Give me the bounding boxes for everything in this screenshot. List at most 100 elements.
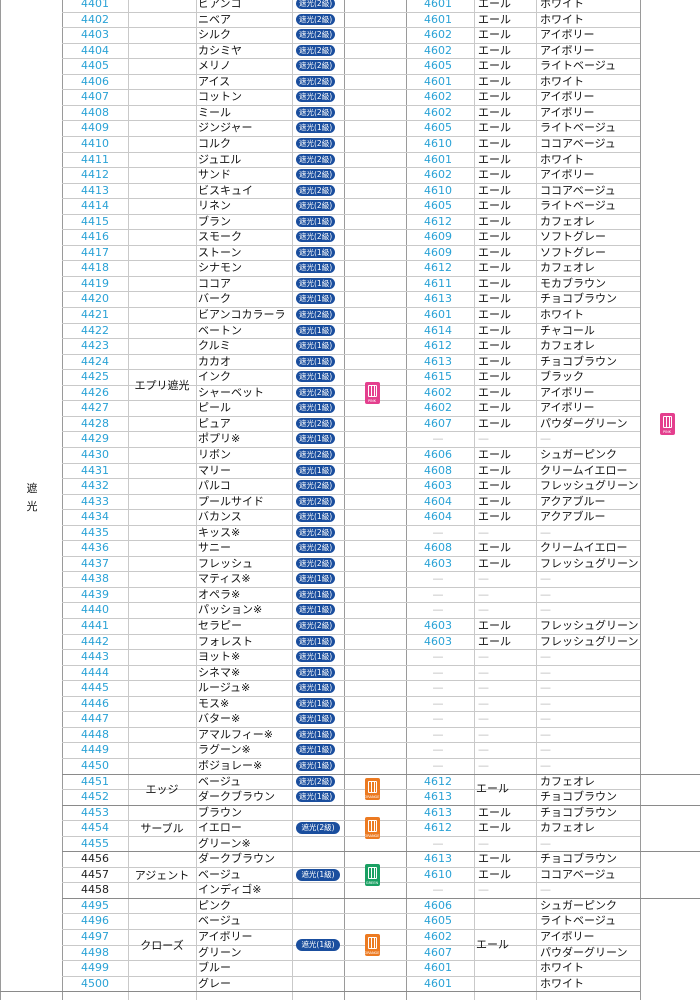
product-name: コットン xyxy=(198,90,242,104)
grade-badge: 遮光(2級) xyxy=(296,137,336,149)
lace-maker: エール xyxy=(478,136,511,150)
row-separator xyxy=(62,851,700,853)
table-row: 4500 グレー 4601 ホワイト xyxy=(0,976,700,992)
row-separator xyxy=(62,446,640,448)
item-number: 4446 xyxy=(81,696,109,710)
lace-maker: エール xyxy=(478,12,511,26)
item-number: 4429 xyxy=(81,432,109,446)
lace-maker: — xyxy=(478,587,489,601)
item-number: 4448 xyxy=(81,727,109,741)
tassel-icon-label: ORANGE xyxy=(364,950,380,955)
lace-code: 4602 xyxy=(424,43,452,57)
product-name: イエロー xyxy=(198,821,242,835)
lace-code: 4605 xyxy=(424,59,452,73)
product-name: ダークブラウン xyxy=(198,852,275,866)
row-separator xyxy=(62,820,640,822)
lace-code: 4612 xyxy=(424,261,452,275)
lace-maker: エール xyxy=(478,494,511,508)
row-separator xyxy=(62,944,640,946)
grade-badge: 遮光(1級) xyxy=(296,262,336,274)
lace-color: カフェオレ xyxy=(540,339,595,353)
product-name: キッス※ xyxy=(198,525,241,539)
item-number: 4404 xyxy=(81,43,109,57)
item-number: 4426 xyxy=(81,385,109,399)
product-name: ベージュ xyxy=(198,774,242,788)
lace-maker: エール xyxy=(478,230,511,244)
tassel-icon-shape xyxy=(367,781,377,794)
grade-badge: 遮光(1級) xyxy=(296,355,336,367)
product-name: マティス※ xyxy=(198,572,251,586)
item-number: 4424 xyxy=(81,354,109,368)
row-separator xyxy=(62,167,640,169)
product-name: ブルー xyxy=(198,961,231,975)
row-separator xyxy=(62,960,640,962)
item-number: 4408 xyxy=(81,105,109,119)
item-number: 4406 xyxy=(81,74,109,88)
category-label: 遮 光 xyxy=(26,482,38,513)
item-number: 4414 xyxy=(81,199,109,213)
table-row: 4453 ブラウン 4613 エール チョコブラウン xyxy=(0,805,700,821)
row-separator xyxy=(62,369,640,371)
table-row: 4411 ジュエル 遮光(2級) 4601 エール ホワイト xyxy=(0,152,700,168)
item-number: 4428 xyxy=(81,416,109,430)
lace-color: アイボリー xyxy=(540,28,595,42)
row-separator xyxy=(62,120,640,122)
table-row: 4405 メリノ 遮光(2級) 4605 エール ライトベージュ xyxy=(0,58,700,74)
table-row: 4496 ベージュ 4605 ライトベージュ xyxy=(0,913,700,929)
product-name: シナモン xyxy=(198,261,242,275)
lace-maker: エール xyxy=(478,354,511,368)
item-number: 4455 xyxy=(81,836,109,850)
grade-badge: 遮光(2級) xyxy=(296,620,336,631)
lace-code: 4604 xyxy=(424,510,452,524)
lace-code: — xyxy=(432,681,444,695)
lace-color: ライトベージュ xyxy=(540,199,617,213)
lace-code: 4602 xyxy=(424,105,452,119)
table-row: 4437 フレッシュ 遮光(2級) 4603 エール フレッシュグリーン xyxy=(0,556,700,572)
table-row: 4444 シネマ※ 遮光(1級) — — — xyxy=(0,665,700,681)
item-number: 4411 xyxy=(81,152,109,166)
item-number: 4403 xyxy=(81,28,109,42)
lace-color: — xyxy=(540,650,551,664)
row-separator xyxy=(62,897,700,899)
lace-color: ホワイト xyxy=(540,74,584,88)
row-separator xyxy=(62,182,640,184)
lace-code: 4601 xyxy=(424,961,452,975)
lace-code: 4612 xyxy=(424,339,452,353)
lace-code: — xyxy=(432,712,444,726)
lace-code: 4602 xyxy=(424,401,452,415)
row-separator xyxy=(62,649,640,651)
lace-maker: エール xyxy=(478,479,511,493)
product-name: フレッシュ xyxy=(198,556,253,570)
table-row: 4404 カシミヤ 遮光(2級) 4602 エール アイボリー xyxy=(0,43,700,59)
row-separator xyxy=(62,586,640,588)
table-row: 4497 アイボリー 4602 アイボリー xyxy=(0,929,700,945)
row-separator xyxy=(62,664,640,666)
item-number: 4430 xyxy=(81,447,109,461)
grade-badge: 遮光(2級) xyxy=(296,386,336,398)
grade-badge: 遮光(1級) xyxy=(296,744,336,756)
product-name: グレー xyxy=(198,976,231,990)
lace-code: — xyxy=(432,743,444,757)
lace-code: 4608 xyxy=(424,541,452,555)
grade-badge: 遮光(1級) xyxy=(296,324,336,336)
lace-maker: — xyxy=(478,665,489,679)
table-row: 4420 バーク 遮光(1級) 4613 エール チョコブラウン xyxy=(0,291,700,307)
row-separator xyxy=(62,213,640,215)
lace-maker: エール xyxy=(478,339,511,353)
row-separator xyxy=(62,275,640,277)
item-number: 4419 xyxy=(81,276,109,290)
lace-color: チョコブラウン xyxy=(540,852,617,866)
product-name: ボジョレー※ xyxy=(198,758,263,772)
product-name: アイス xyxy=(198,74,231,88)
lace-color: パウダーグリーン xyxy=(540,416,628,430)
product-name: コルク xyxy=(198,136,231,150)
item-number: 4423 xyxy=(81,339,109,353)
item-number: 4496 xyxy=(81,914,109,928)
product-name: モス※ xyxy=(198,696,230,710)
grade-badge: 遮光(2級) xyxy=(296,153,336,165)
row-separator xyxy=(62,27,640,29)
lace-code: — xyxy=(432,883,444,897)
product-name: ピュア xyxy=(198,416,231,430)
lace-code: 4601 xyxy=(424,308,452,321)
